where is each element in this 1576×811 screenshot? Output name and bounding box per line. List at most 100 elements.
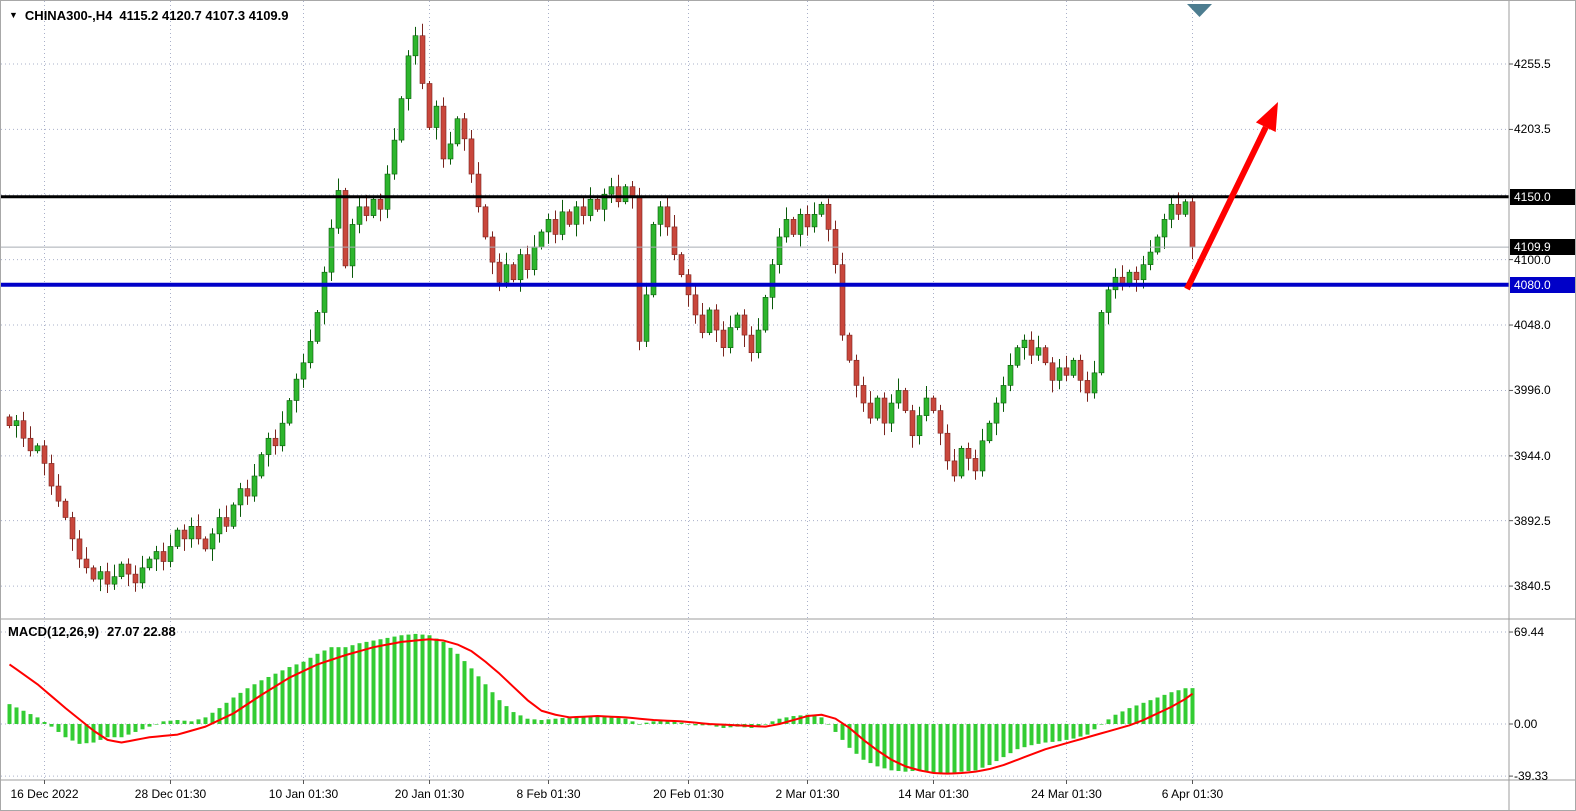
candle-body xyxy=(6,416,13,426)
candle-body xyxy=(706,309,713,333)
candle-body xyxy=(167,546,174,562)
candle-body xyxy=(1098,312,1105,374)
ohlc-quote: 4115.2 4120.7 4107.3 4109.9 xyxy=(119,8,289,23)
candle-body xyxy=(342,190,349,267)
candle-body xyxy=(13,420,20,426)
candle-body xyxy=(902,390,909,411)
candle-body xyxy=(118,563,125,577)
candle-body xyxy=(797,214,804,235)
candle-body xyxy=(1028,339,1035,356)
candle-body xyxy=(251,475,258,497)
candle-body xyxy=(867,402,874,419)
candle-body xyxy=(657,206,664,225)
symbol-label: CHINA300-,H4 xyxy=(24,8,113,23)
candle-body xyxy=(356,206,363,225)
candle-body xyxy=(790,219,797,235)
candle-body xyxy=(188,526,195,540)
macd-values: 27.07 22.88 xyxy=(107,624,176,639)
candle-body xyxy=(1042,347,1049,364)
candle-body xyxy=(153,551,160,560)
candle-body xyxy=(748,334,755,354)
candle-body xyxy=(720,329,727,348)
candle-body xyxy=(55,485,62,502)
candle-body xyxy=(916,415,923,437)
macd-signal-line xyxy=(8,638,1194,775)
axis-tick-marks xyxy=(44,63,1513,784)
candle-body xyxy=(286,400,293,424)
candle-body xyxy=(174,529,181,547)
candle-body xyxy=(1049,362,1056,381)
candle-body xyxy=(643,294,650,342)
candle-body xyxy=(202,538,209,550)
candle-body xyxy=(97,571,104,580)
candle-body xyxy=(727,327,734,348)
candle-body xyxy=(244,488,251,497)
candle-body xyxy=(846,334,853,361)
candle-body xyxy=(293,378,300,401)
candle-body xyxy=(972,458,979,472)
candle-body xyxy=(83,558,90,569)
candle-body xyxy=(699,314,706,333)
candle-body xyxy=(1147,251,1154,265)
dropdown-arrow-icon[interactable]: ▼ xyxy=(9,10,18,20)
scroll-marker-icon[interactable] xyxy=(1187,4,1212,17)
candle-body xyxy=(90,567,97,580)
candle-body xyxy=(566,211,573,225)
candle-body xyxy=(979,440,986,472)
candle-body xyxy=(930,397,937,411)
candle-body xyxy=(62,500,69,518)
candle-body xyxy=(391,139,398,175)
candlestick-series xyxy=(6,23,1196,593)
candle-body xyxy=(34,445,41,452)
candle-body xyxy=(1154,236,1161,253)
candle-body xyxy=(671,226,678,255)
candle-body xyxy=(1070,359,1077,376)
candle-body xyxy=(538,231,545,248)
candle-body xyxy=(1000,385,1007,404)
candle-body xyxy=(524,254,531,270)
candle-body xyxy=(398,98,405,141)
candle-body xyxy=(363,206,370,216)
candle-body xyxy=(825,203,832,230)
candle-body xyxy=(300,362,307,380)
candle-body xyxy=(1168,203,1175,220)
trend-arrow[interactable] xyxy=(1184,102,1278,291)
candle-body xyxy=(230,504,237,527)
candle-body xyxy=(783,219,790,238)
candle-body xyxy=(951,460,958,477)
candle-body xyxy=(636,196,643,342)
candle-body xyxy=(104,571,111,585)
candle-body xyxy=(510,264,517,281)
macd-indicator-label: MACD(12,26,9) 27.07 22.88 xyxy=(8,624,176,639)
candle-body xyxy=(489,236,496,263)
candle-body xyxy=(923,397,930,416)
candle-body xyxy=(937,410,944,434)
candle-body xyxy=(608,186,615,195)
candle-body xyxy=(279,422,286,447)
candle-body xyxy=(545,219,552,233)
candle-body xyxy=(223,517,230,527)
candle-body xyxy=(496,261,503,283)
candle-body xyxy=(874,397,881,419)
candle-body xyxy=(650,224,657,296)
candle-body xyxy=(405,55,412,99)
candle-body xyxy=(265,437,272,455)
candle-body xyxy=(461,118,468,140)
candle-body xyxy=(335,190,342,229)
candle-body xyxy=(629,186,636,198)
candle-body xyxy=(965,448,972,459)
candle-body xyxy=(181,529,188,540)
candle-body xyxy=(993,402,1000,424)
candle-body xyxy=(622,186,629,203)
candle-body xyxy=(944,432,951,462)
candle-body xyxy=(41,445,48,464)
candle-body xyxy=(307,341,314,364)
candle-body xyxy=(1084,380,1091,394)
macd-name: MACD(12,26,9) xyxy=(8,624,100,639)
candle-body xyxy=(20,420,27,439)
candle-body xyxy=(447,143,454,160)
candle-body xyxy=(384,173,391,210)
candle-body xyxy=(321,271,328,313)
